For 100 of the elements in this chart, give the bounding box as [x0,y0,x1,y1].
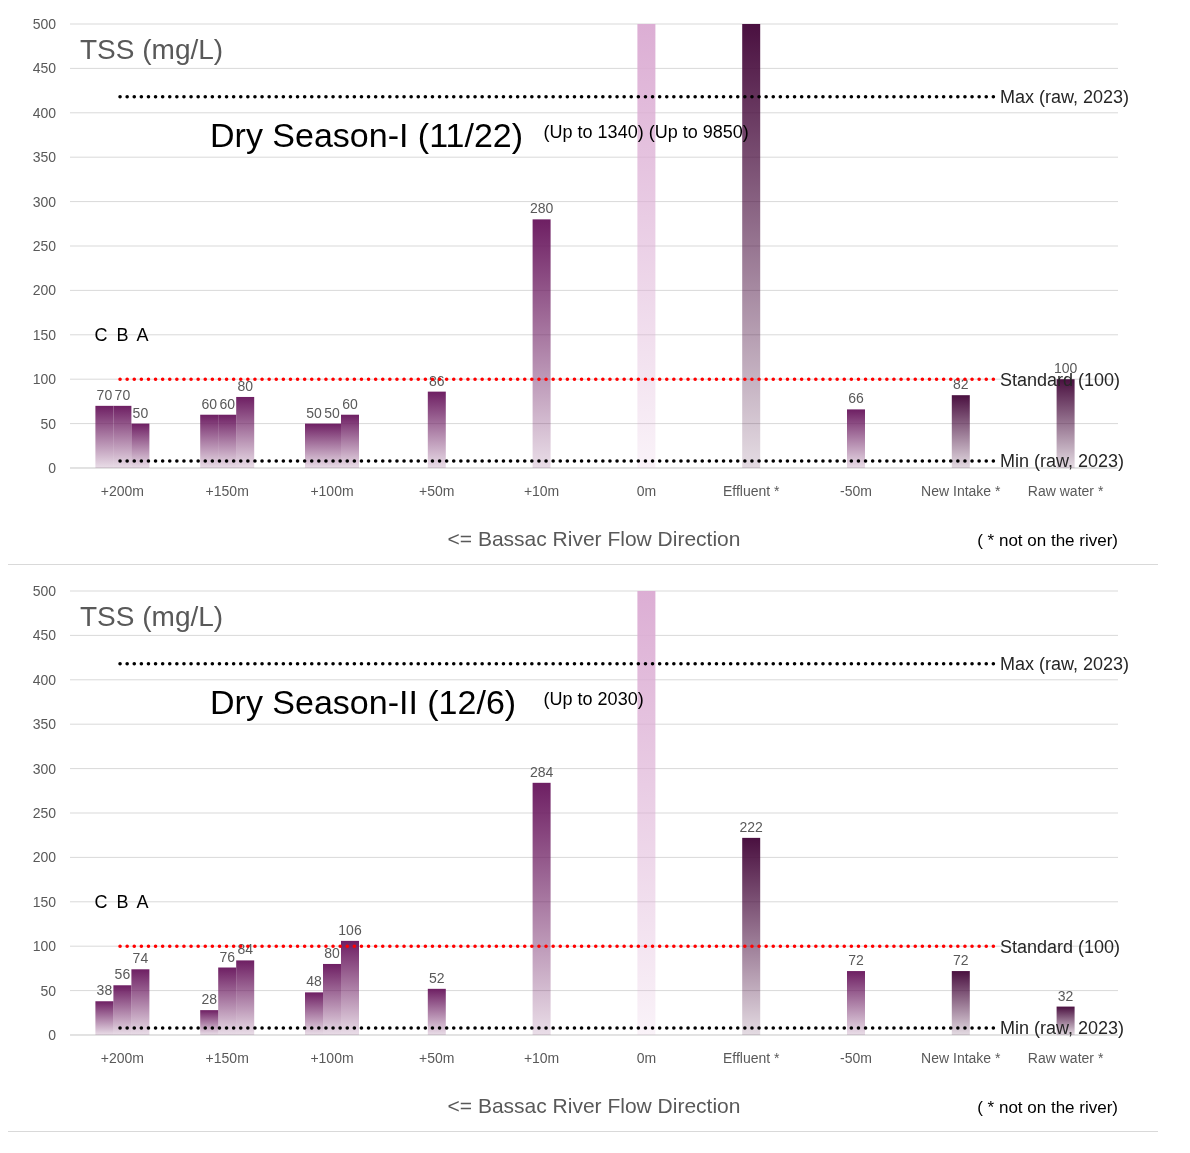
ref-line-label: Standard (100) [1000,936,1121,957]
bar [131,969,150,1035]
annotation: (Up to 2030) [543,688,644,709]
y-tick-label: 400 [32,671,57,688]
data-label: 48 [306,973,322,990]
ref-line-label: Max (raw, 2023) [1000,654,1130,675]
y-tick-label: 200 [32,849,57,866]
data-label: 28 [201,991,218,1008]
bar [95,1001,114,1035]
x-tick-label: 0m [636,1050,657,1066]
text: Dry Season-II (12/6) [210,683,517,721]
y-tick-label: 350 [32,716,57,733]
x-tick-label: Effluent * [722,483,781,499]
bar [218,414,237,468]
x-axis-title: <= Bassac River Flow Direction [447,527,741,550]
data-label: 80 [237,377,254,394]
x-tick-label: +50m [419,1050,455,1066]
x-tick-label: Effluent * [722,1050,781,1066]
data-label: 38 [96,982,113,999]
annotation: C B A [94,891,151,912]
data-label: 72 [848,952,864,969]
y-tick-label: 250 [32,237,57,254]
text: ( * not on the river) [977,531,1118,550]
bar [951,395,970,468]
bar [847,409,865,468]
x-tick-label: +100m [310,1050,354,1066]
data-label: 66 [848,390,864,407]
text: Dry Season-I (11/22) [210,116,524,154]
x-tick-label: -50m [840,483,872,499]
y-tick-label: 100 [32,938,57,955]
x-tick-label: +100m [310,483,354,499]
data-label: 84 [237,941,254,958]
x-tick-label: Raw water * [1027,483,1104,499]
bar [742,837,761,1035]
data-label: 280 [529,200,554,217]
data-label: 80 [324,944,340,961]
ref-line-label: Min (raw, 2023) [1000,451,1125,472]
x-tick-label: New Intake * [921,483,1002,499]
y-axis-title: TSS (mg/L) [80,34,224,65]
data-label: 74 [132,950,149,967]
data-label: 60 [342,395,358,412]
x-tick-label: +10m [523,483,560,499]
x-tick-label: +200m [100,483,144,499]
y-tick-label: 50 [40,982,57,999]
data-label: 32 [1057,987,1074,1004]
y-tick-label: 500 [32,582,57,599]
bar [341,940,359,1035]
bar [427,391,446,468]
bar [847,971,865,1035]
x-tick-label: +150m [205,1050,249,1066]
data-label: 52 [429,969,445,986]
bar [305,423,323,468]
bar [131,423,150,468]
y-tick-label: 300 [32,760,57,777]
bar [236,396,255,468]
data-label: 50 [132,404,149,421]
y-tick-label: 300 [32,193,57,210]
bar [218,967,237,1035]
data-label: 70 [96,386,113,403]
y-tick-label: 100 [32,371,57,388]
x-axis-title: <= Bassac River Flow Direction [447,1094,741,1117]
x-tick-label: +200m [100,1050,144,1066]
bar [323,423,341,468]
data-label: 50 [306,404,322,421]
y-tick-label: 450 [32,60,57,77]
x-tick-label: +150m [205,483,249,499]
data-label: 70 [114,386,131,403]
ref-line-label: Max (raw, 2023) [1000,87,1130,108]
data-label: 284 [529,763,554,780]
data-label: 106 [338,921,362,938]
data-label: 60 [201,395,218,412]
bar [95,405,114,468]
y-tick-label: 400 [32,104,57,121]
x-tick-label: +50m [419,483,455,499]
y-tick-label: 0 [48,1026,57,1043]
bar [236,960,255,1035]
y-tick-label: 450 [32,627,57,644]
x-tick-label: 0m [636,483,657,499]
text: ( * not on the river) [977,1098,1118,1117]
y-tick-label: 350 [32,149,57,166]
y-tick-label: 150 [32,326,57,343]
bar [113,985,132,1035]
x-tick-label: New Intake * [921,1050,1002,1066]
y-tick-label: 250 [32,804,57,821]
bar [305,992,323,1035]
bar [200,414,219,468]
x-tick-label: -50m [840,1050,872,1066]
data-label: 60 [219,395,236,412]
data-label: 72 [953,952,969,969]
y-tick-label: 500 [32,15,57,32]
x-tick-label: +10m [523,1050,560,1066]
x-tick-label: Raw water * [1027,1050,1104,1066]
data-label: 76 [219,948,236,965]
data-label: 56 [114,966,131,983]
data-label: 50 [324,404,340,421]
bar [341,414,359,468]
y-tick-label: 50 [40,415,57,432]
bar [951,971,970,1035]
y-tick-label: 200 [32,282,57,299]
y-tick-label: 0 [48,459,57,476]
